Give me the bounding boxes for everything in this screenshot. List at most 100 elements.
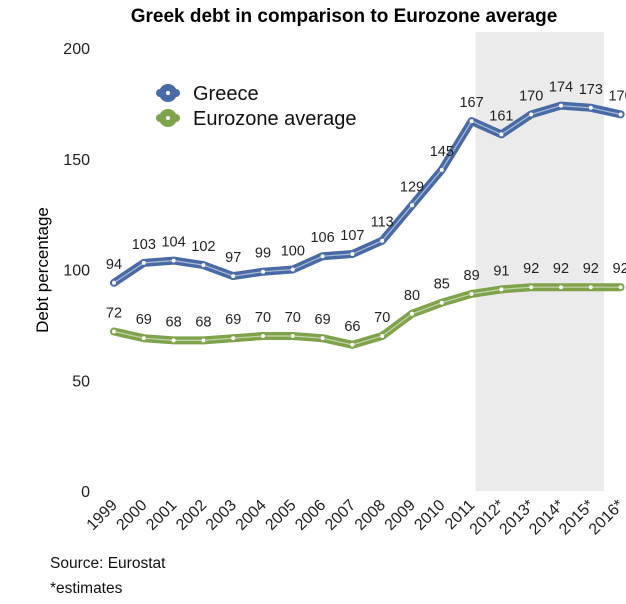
data-label: 68	[166, 314, 182, 330]
data-label: 129	[400, 179, 424, 195]
data-label: 69	[136, 312, 152, 328]
data-label: 97	[225, 250, 241, 266]
x-tick-label: 2005	[262, 497, 299, 534]
data-point	[529, 112, 534, 117]
legend-swatch-center	[166, 91, 170, 95]
x-tick-label: 2007	[322, 497, 359, 534]
data-label: 161	[489, 108, 513, 124]
data-point	[559, 103, 563, 108]
data-label: 113	[371, 215, 394, 231]
y-tick-label: 0	[81, 484, 90, 501]
data-label: 173	[579, 82, 603, 98]
x-tick-label: 2009	[382, 497, 419, 534]
legend-label: Eurozone average	[193, 108, 356, 130]
legend-swatch-center	[166, 116, 170, 120]
data-point	[618, 112, 623, 117]
data-label: 94	[106, 257, 122, 273]
data-point	[350, 251, 355, 256]
data-point	[380, 333, 385, 338]
y-axis: 0 50 100 150 200	[63, 41, 90, 501]
data-point	[588, 285, 593, 290]
data-label: 174	[549, 80, 573, 96]
data-label: 106	[310, 230, 334, 246]
x-tick-label: 2008	[352, 497, 389, 534]
data-point	[290, 333, 295, 338]
data-label: 145	[430, 144, 454, 160]
data-point	[201, 263, 206, 268]
data-label: 99	[255, 246, 271, 262]
y-tick-label: 200	[63, 41, 90, 58]
x-tick-label: 2006	[292, 497, 329, 534]
data-label: 70	[285, 310, 301, 326]
data-label: 69	[225, 312, 241, 328]
data-label: 100	[281, 244, 305, 260]
data-label: 85	[434, 277, 450, 293]
data-point	[201, 338, 206, 343]
data-label: 91	[493, 263, 509, 279]
data-label: 68	[195, 314, 211, 330]
y-tick-label: 100	[63, 263, 90, 280]
data-label: 66	[344, 319, 360, 335]
x-tick-label: 2010	[411, 497, 448, 534]
data-point	[529, 285, 534, 290]
series-line-highlight	[113, 286, 621, 346]
data-label: 167	[459, 95, 483, 111]
data-label: 92	[553, 261, 569, 277]
x-tick-label: 2002	[173, 497, 210, 534]
data-point	[439, 167, 444, 172]
x-tick-label: 2001	[143, 497, 180, 534]
y-axis-label: Debt percentage	[33, 207, 52, 333]
data-label: 72	[106, 306, 122, 322]
x-tick-label: 2000	[113, 497, 150, 534]
data-point	[320, 254, 325, 259]
x-tick-label: 2003	[203, 497, 240, 534]
x-tick-label: 2004	[233, 497, 270, 534]
data-point	[410, 203, 414, 208]
data-point	[439, 300, 444, 305]
data-point	[410, 311, 414, 316]
data-point	[469, 291, 474, 296]
series-group: 94 103 104 102 97 99 100 106 107 113 129 145 167 161 1…	[106, 80, 626, 349]
data-point	[499, 287, 504, 292]
data-label: 92	[583, 261, 599, 277]
data-label: 92	[613, 261, 626, 277]
data-point	[112, 329, 116, 334]
data-point	[261, 269, 265, 274]
data-point	[499, 132, 504, 137]
data-label: 170	[519, 88, 543, 104]
source-note: Source: Eurostat	[50, 555, 166, 572]
y-tick-label: 50	[72, 373, 90, 390]
data-point	[171, 338, 176, 343]
data-label: 102	[191, 239, 215, 255]
legend: Greece Eurozone average	[156, 83, 356, 130]
data-point	[141, 336, 146, 341]
chart-title: Greek debt in comparison to Eurozone ave…	[131, 6, 558, 27]
data-label: 70	[255, 310, 271, 326]
data-point	[618, 285, 623, 290]
legend-swatch-marker	[159, 84, 177, 102]
data-point	[261, 333, 265, 338]
data-label: 92	[523, 261, 539, 277]
legend-label: Greece	[193, 83, 259, 105]
data-point	[231, 274, 236, 279]
series-line-highlight	[113, 104, 621, 284]
data-label: 89	[464, 268, 480, 284]
data-label: 107	[340, 228, 364, 244]
data-point	[171, 258, 176, 263]
data-point	[350, 342, 355, 347]
data-label: 103	[132, 237, 156, 253]
data-point	[141, 260, 146, 265]
legend-swatch-marker	[159, 109, 177, 127]
data-point	[380, 238, 385, 243]
data-label: 70	[374, 310, 390, 326]
data-point	[559, 285, 563, 290]
data-point	[320, 336, 325, 341]
data-point	[231, 336, 236, 341]
data-point	[112, 280, 116, 285]
x-axis: 1999200020012002200320042005200620072008…	[84, 497, 626, 539]
data-point	[290, 267, 295, 272]
data-label: 104	[161, 235, 185, 251]
estimates-note: *estimates	[50, 580, 123, 597]
data-label: 69	[315, 312, 331, 328]
